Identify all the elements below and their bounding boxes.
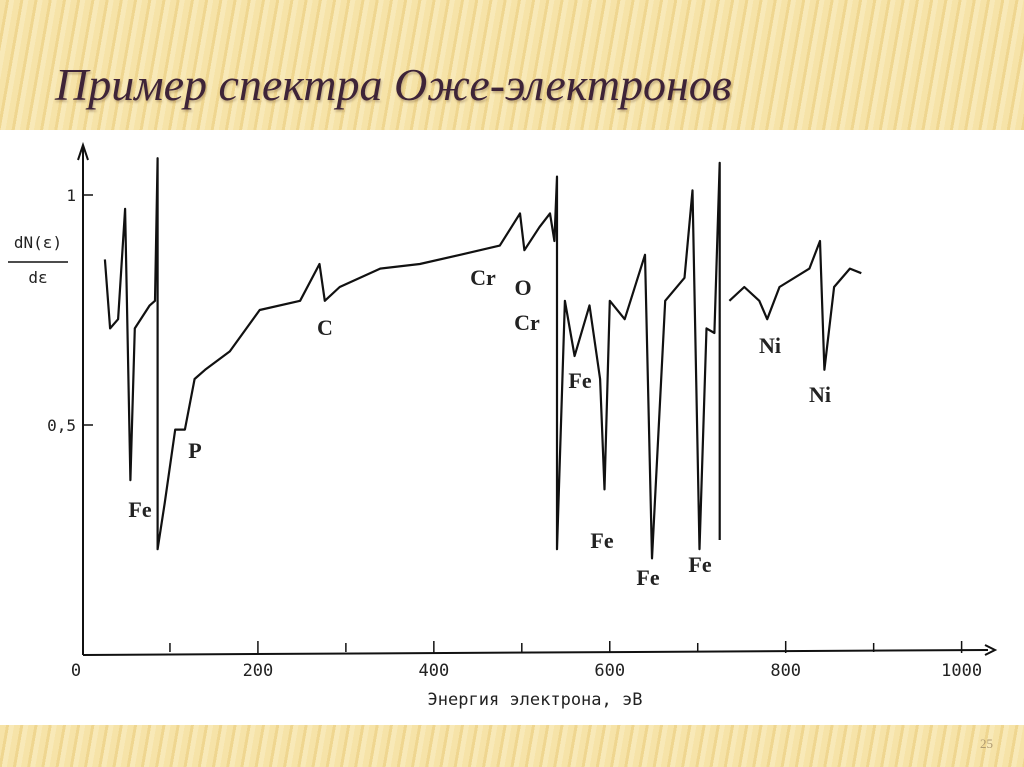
plot: 0 200 400 600 800 1000 0,5 1 Fe P C Cr O Cr Fe Fe Fe Fe Ni… <box>47 157 982 681</box>
x-tick-label: 1000 <box>941 661 982 681</box>
x-axis-label: Энергия электрона, эВ <box>428 690 643 710</box>
header-band <box>0 0 1024 130</box>
page-number: 25 <box>980 736 993 751</box>
peak-label: C <box>317 315 333 340</box>
peak-label: Fe <box>568 368 591 393</box>
y-tick-label: 0,5 <box>47 416 76 435</box>
peak-label: Cr <box>514 310 540 335</box>
x-tick-label: 800 <box>770 661 801 681</box>
spectrum-line <box>103 157 862 560</box>
y-axis-label: dε <box>28 268 47 287</box>
peak-label: Fe <box>128 497 151 522</box>
peak-label: Fe <box>590 528 613 553</box>
axis-arrow <box>77 141 89 161</box>
x-tick-label: 0 <box>71 661 81 681</box>
axis-arrow <box>984 644 998 656</box>
peak-label: Cr <box>470 265 496 290</box>
x-axis <box>82 649 989 656</box>
footer-band <box>0 725 1024 767</box>
peak-label: Ni <box>759 333 781 358</box>
peak-label: Fe <box>688 552 711 577</box>
x-tick-label: 400 <box>418 661 449 681</box>
y-tick-label: 1 <box>66 186 76 205</box>
x-tick-label: 600 <box>594 661 625 681</box>
slide-title: Пример спектра Оже-электронов <box>55 59 732 110</box>
peak-label: P <box>188 438 201 463</box>
x-tick-label: 200 <box>243 661 274 681</box>
peak-label: O <box>514 275 531 300</box>
peak-label: Fe <box>636 565 659 590</box>
peak-label: Ni <box>809 382 831 407</box>
chart: 0 200 400 600 800 1000 0,5 1 Fe P C Cr O Cr Fe Fe Fe Fe Ni… <box>8 141 998 710</box>
y-axis-label: dN(ε) <box>14 233 62 252</box>
